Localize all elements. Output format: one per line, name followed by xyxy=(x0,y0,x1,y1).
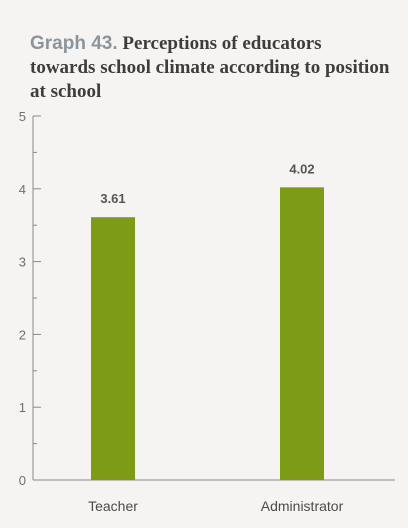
y-tick-label: 3 xyxy=(19,255,26,270)
chart-title-text: Perceptions of educators towards school … xyxy=(30,33,390,102)
y-tick-label: 0 xyxy=(19,473,26,488)
bar-teacher xyxy=(91,217,135,480)
x-category-label: Teacher xyxy=(88,498,138,514)
y-tick-label: 4 xyxy=(19,182,26,197)
x-category-label: Administrator xyxy=(261,498,344,514)
y-tick-label: 2 xyxy=(19,327,26,342)
chart-title-prefix: Graph 43. xyxy=(30,33,118,54)
bar-administrator xyxy=(280,187,324,480)
data-label: 3.61 xyxy=(100,191,125,206)
chart-title: Graph 43. Perceptions of educators towar… xyxy=(30,32,390,104)
y-tick-label: 5 xyxy=(19,109,26,124)
y-tick-label: 1 xyxy=(19,400,26,415)
data-label: 4.02 xyxy=(289,161,314,176)
